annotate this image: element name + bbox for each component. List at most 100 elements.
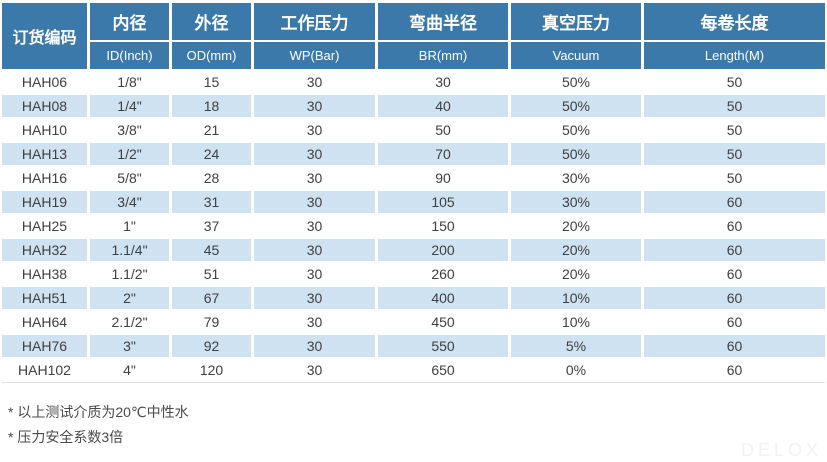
- table-cell: 60: [644, 263, 825, 285]
- table-cell: 50: [644, 95, 825, 117]
- table-cell: 5%: [511, 335, 641, 357]
- table-cell: 40: [378, 95, 508, 117]
- table-cell: 50%: [511, 119, 641, 141]
- table-cell: 50%: [511, 143, 641, 165]
- footnotes: * 以上测试介质为20℃中性水 * 压力安全系数3倍: [8, 400, 827, 450]
- table-cell: 31: [172, 191, 251, 213]
- table-cell: 10%: [511, 311, 641, 333]
- header-inner-diameter-en: ID(Inch): [90, 42, 169, 69]
- table-cell: 45: [172, 239, 251, 261]
- table-cell: 260: [378, 263, 508, 285]
- table-cell: 30%: [511, 167, 641, 189]
- table-cell: 30: [254, 71, 375, 93]
- table-cell: 1": [90, 215, 169, 237]
- table-cell: 24: [172, 143, 251, 165]
- header-bend-radius-cn: 弯曲半径: [378, 3, 508, 40]
- table-cell: 30: [254, 359, 375, 381]
- table-cell: 30: [254, 335, 375, 357]
- table-cell: 60: [644, 359, 825, 381]
- table-cell: 1/4": [90, 95, 169, 117]
- table-cell: HAH06: [2, 71, 87, 93]
- table-cell: HAH10: [2, 119, 87, 141]
- table-cell: 0%: [511, 359, 641, 381]
- table-cell: HAH16: [2, 167, 87, 189]
- table-cell: 15: [172, 71, 251, 93]
- table-cell: 2.1/2": [90, 311, 169, 333]
- header-working-pressure-en: WP(Bar): [254, 42, 375, 69]
- table-cell: 21: [172, 119, 251, 141]
- header-bend-radius-en: BR(mm): [378, 42, 508, 69]
- table-cell: 51: [172, 263, 251, 285]
- header-length-cn: 每卷长度: [644, 3, 825, 40]
- table-cell: HAH102: [2, 359, 87, 381]
- table-cell: 3": [90, 335, 169, 357]
- table-cell: 450: [378, 311, 508, 333]
- table-cell: 30: [254, 239, 375, 261]
- table-cell: HAH76: [2, 335, 87, 357]
- header-working-pressure-cn: 工作压力: [254, 3, 375, 40]
- table-cell: 10%: [511, 287, 641, 309]
- table-cell: 79: [172, 311, 251, 333]
- table-cell: 60: [644, 191, 825, 213]
- table-cell: HAH19: [2, 191, 87, 213]
- table-cell: 28: [172, 167, 251, 189]
- table-cell: HAH08: [2, 95, 87, 117]
- table-cell: 1.1/4": [90, 239, 169, 261]
- table-cell: 4": [90, 359, 169, 381]
- table-cell: 30: [254, 143, 375, 165]
- table-cell: 60: [644, 335, 825, 357]
- table-cell: 20%: [511, 239, 641, 261]
- table-cell: 30: [378, 71, 508, 93]
- header-outer-diameter-en: OD(mm): [172, 42, 251, 69]
- table-cell: HAH38: [2, 263, 87, 285]
- table-cell: 3/4": [90, 191, 169, 213]
- table-cell: 90: [378, 167, 508, 189]
- table-cell: 30: [254, 95, 375, 117]
- table-cell: 18: [172, 95, 251, 117]
- table-cell: 120: [172, 359, 251, 381]
- table-cell: HAH32: [2, 239, 87, 261]
- table-cell: 1/2": [90, 143, 169, 165]
- table-cell: 20%: [511, 263, 641, 285]
- table-cell: 2": [90, 287, 169, 309]
- table-cell: 37: [172, 215, 251, 237]
- table-cell: 67: [172, 287, 251, 309]
- header-outer-diameter-cn: 外径: [172, 3, 251, 40]
- table-cell: 1.1/2": [90, 263, 169, 285]
- table-cell: 50%: [511, 95, 641, 117]
- table-cell: HAH13: [2, 143, 87, 165]
- table-cell: 30: [254, 215, 375, 237]
- header-vacuum-cn: 真空压力: [511, 3, 641, 40]
- table-cell: 30%: [511, 191, 641, 213]
- table-cell: 5/8": [90, 167, 169, 189]
- table-cell: 3/8": [90, 119, 169, 141]
- table-cell: 20%: [511, 215, 641, 237]
- table-cell: 92: [172, 335, 251, 357]
- table-cell: HAH51: [2, 287, 87, 309]
- table-cell: 50%: [511, 71, 641, 93]
- table-cell: 30: [254, 311, 375, 333]
- table-cell: 30: [254, 191, 375, 213]
- table-cell: HAH25: [2, 215, 87, 237]
- table-cell: 30: [254, 287, 375, 309]
- table-cell: 30: [254, 263, 375, 285]
- table-cell: 150: [378, 215, 508, 237]
- header-inner-diameter-cn: 内径: [90, 3, 169, 40]
- table-cell: 400: [378, 287, 508, 309]
- table-cell: HAH64: [2, 311, 87, 333]
- table-cell: 105: [378, 191, 508, 213]
- table-cell: 550: [378, 335, 508, 357]
- table-cell: 1/8": [90, 71, 169, 93]
- footnote-test-medium: * 以上测试介质为20℃中性水: [8, 404, 189, 420]
- footnote-safety-factor: * 压力安全系数3倍: [8, 429, 124, 445]
- header-length-en: Length(M): [644, 42, 825, 69]
- table-cell: 50: [644, 71, 825, 93]
- header-vacuum-en: Vacuum: [511, 42, 641, 69]
- table-cell: 50: [378, 119, 508, 141]
- table-cell: 60: [644, 239, 825, 261]
- table-cell: 30: [254, 167, 375, 189]
- table-cell: 60: [644, 215, 825, 237]
- table-cell: 50: [644, 119, 825, 141]
- table-cell: 30: [254, 119, 375, 141]
